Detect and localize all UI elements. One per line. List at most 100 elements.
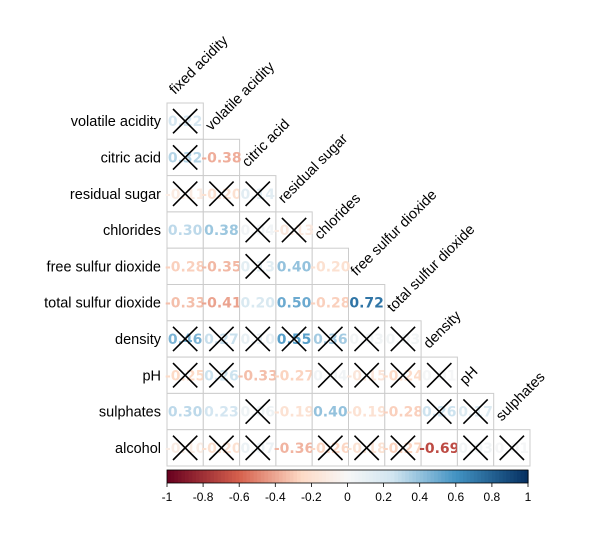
colorbar-segment (206, 470, 211, 483)
colorbar-segment (390, 470, 396, 483)
cross-mark (281, 217, 307, 243)
colorbar-segment (520, 470, 525, 483)
cell-background (239, 284, 277, 322)
row-label-chlorides: chlorides (103, 223, 161, 239)
colorbar-segment (181, 470, 186, 483)
colorbar-segment (188, 470, 193, 483)
cross-mark (353, 362, 380, 388)
cell-sulphates-ph: 0.17 (456, 392, 495, 431)
cell-value: -0.33 (165, 296, 205, 312)
colorbar-segment (268, 470, 273, 483)
cell-value: -0.19 (346, 405, 386, 421)
cell-density-citric-acid: 0.10 (239, 320, 277, 358)
cell-sulphates-total-sulfur-dioxide: -0.28 (383, 392, 423, 431)
colorbar-segment (307, 470, 312, 483)
cross-mark (426, 398, 452, 425)
cell-alcohol-total-sulfur-dioxide: -0.27 (383, 429, 423, 467)
colorbar-segment (376, 470, 381, 483)
colorbar-segment (304, 470, 309, 483)
cell-value: -0.33 (238, 368, 278, 384)
cell-ph-chlorides: 0.04 (311, 356, 350, 394)
colorbar-segment (192, 470, 197, 483)
row-label-volatile-acidity: volatile acidity (71, 114, 162, 130)
colorbar-segment (513, 470, 518, 483)
colorbar-segment (278, 470, 284, 483)
colorbar-segment (296, 470, 302, 483)
colorbar-segment (336, 470, 341, 483)
colorbar-segment (250, 470, 255, 483)
colorbar-segment (502, 470, 507, 483)
cell-sulphates-free-sulfur-dioxide: -0.19 (346, 392, 387, 431)
cell-citric-acid-fixed-acidity: 0.32 (166, 138, 204, 177)
cell-density-volatile-acidity: 0.27 (202, 320, 241, 358)
cell-alcohol-volatile-acidity: -0.20 (201, 429, 242, 467)
colorbar-segment (473, 470, 479, 483)
column-label-ph: pH (457, 364, 481, 388)
cell-background (348, 392, 386, 431)
colorbar-segment (441, 470, 446, 483)
row-label-ph: pH (142, 368, 161, 384)
cell-density-free-sulfur-dioxide: 0.03 (348, 320, 386, 358)
colorbar-segment (300, 470, 305, 483)
colorbar-segment (365, 470, 370, 483)
cell-density-residual-sugar: 0.55 (275, 320, 313, 358)
colorbar-segment (322, 470, 327, 483)
colorbar-tick-label: 0 (344, 490, 351, 504)
colorbar-segment (271, 470, 276, 483)
cell-alcohol-sulphates: 0.01 (493, 429, 531, 467)
colorbar-segment (246, 470, 251, 483)
cell-sulphates-chlorides: 0.40 (311, 392, 350, 431)
colorbar-segment (293, 470, 298, 483)
colorbar-segment (517, 470, 522, 483)
colorbar-segment (466, 470, 471, 483)
cell-ph-total-sulfur-dioxide: -0.24 (383, 356, 423, 394)
cell-total-sulfur-dioxide-residual-sugar: 0.50 (275, 284, 313, 322)
colorbar-segment (491, 470, 497, 483)
cell-value: 0.40 (277, 259, 312, 275)
cell-value: -0.27 (274, 368, 314, 384)
cell-background (275, 392, 313, 431)
cell-total-sulfur-dioxide-free-sulfur-dioxide: 0.72 (348, 284, 386, 322)
cross-mark (208, 181, 235, 207)
cell-ph-volatile-acidity: 0.26 (202, 356, 241, 394)
colorbar-segment (488, 470, 493, 483)
cell-free-sulfur-dioxide-chlorides: -0.20 (310, 247, 351, 285)
colorbar-tick-label: 0.6 (447, 490, 464, 504)
column-label-volatile-acidity: volatile acidity (203, 58, 279, 134)
colorbar-segment (217, 470, 222, 483)
colorbar-segment (213, 470, 219, 483)
cell-alcohol-citric-acid: 0.07 (239, 429, 277, 467)
colorbar-segment (477, 470, 482, 483)
cell-free-sulfur-dioxide-volatile-acidity: -0.35 (201, 247, 242, 285)
cross-mark (462, 398, 489, 425)
colorbar-segment (524, 470, 529, 483)
colorbar-segment (412, 470, 417, 483)
cell-sulphates-citric-acid: 0.06 (239, 392, 277, 431)
row-label-total-sulfur-dioxide: total sulfur dioxide (44, 296, 161, 312)
colorbar: -1 -0.8 -0.6 -0.4 -0.2 0 0.2 0.4 0.6 0.8 1 (162, 469, 532, 504)
cross-mark (462, 435, 489, 461)
colorbar-segment (253, 470, 258, 483)
cell-background (420, 429, 458, 467)
colorbar-segment (401, 470, 406, 483)
colorbar-segment (481, 470, 486, 483)
cell-residual-sugar-citric-acid: 0.14 (239, 175, 277, 213)
colorbar-segment (231, 470, 237, 483)
colorbar-tick-label: 1 (525, 490, 532, 504)
cell-alcohol-residual-sugar: -0.36 (274, 429, 314, 467)
colorbar-segment (311, 470, 316, 483)
colorbar-segment (239, 470, 244, 483)
colorbar-segment (289, 470, 294, 483)
cell-background (202, 392, 241, 431)
colorbar-segment (444, 470, 450, 483)
colorbar-segment (257, 470, 262, 483)
colorbar-segment (459, 470, 464, 483)
colorbar-segment (416, 470, 421, 483)
cell-background (202, 211, 241, 249)
colorbar-segment (452, 470, 457, 483)
cross-mark (208, 435, 235, 461)
cross-mark (172, 144, 198, 171)
cell-background (202, 284, 241, 322)
colorbar-segment (387, 470, 392, 483)
